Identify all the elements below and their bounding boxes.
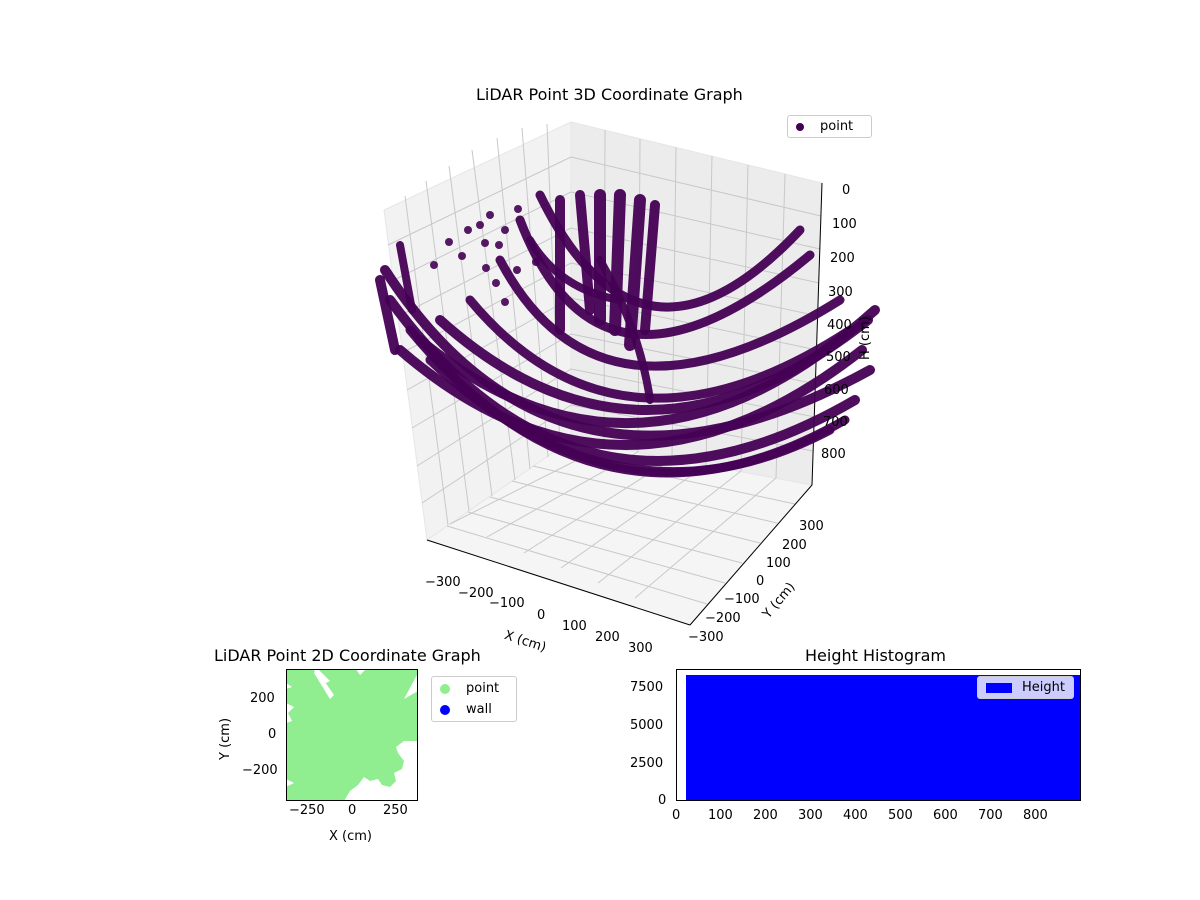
x-tick-label: 700 [978, 808, 1003, 823]
plot2d-legend: point wall [431, 676, 517, 722]
z-tick-label: 700 [823, 415, 848, 430]
x-tick-label: −200 [458, 586, 494, 601]
wall-marker-icon [440, 704, 450, 715]
plot3d-axes[interactable] [0, 0, 1200, 660]
legend-item-point: point [432, 678, 516, 699]
point-marker-icon [796, 122, 804, 131]
x-tick-label: −250 [289, 803, 325, 818]
y-tick-label: 0 [268, 727, 277, 742]
point-cloud-3d [375, 189, 880, 478]
z-tick-label: 600 [824, 383, 849, 398]
x-tick-label: 800 [1023, 808, 1048, 823]
y-tick-label: −200 [242, 763, 278, 778]
plot2d-title: LiDAR Point 2D Coordinate Graph [214, 646, 481, 665]
x-tick-label: 100 [562, 619, 587, 634]
x-tick-label: 200 [753, 808, 778, 823]
z-tick-label: 100 [832, 217, 857, 232]
y-axis-line [689, 484, 813, 626]
point-region-2d [286, 669, 418, 801]
x-tick-label: 600 [933, 808, 958, 823]
y-tick-label: 5000 [630, 718, 664, 733]
histogram-legend: Height [977, 676, 1074, 699]
z-axis-label: H (cm) [858, 316, 873, 360]
y-tick-label: 200 [782, 538, 807, 553]
y-axis-label: Y (cm) [218, 717, 233, 760]
y-tick-label: 0 [658, 793, 667, 808]
x-tick-label: 0 [537, 608, 546, 623]
histogram-axes[interactable] [676, 669, 1082, 803]
y-tick-label: −300 [688, 630, 724, 645]
legend-label: Height [1022, 680, 1065, 695]
x-tick-label: 100 [708, 808, 733, 823]
y-tick-label: 300 [799, 519, 824, 534]
x-tick-label: −300 [425, 575, 461, 590]
x-tick-label: 400 [843, 808, 868, 823]
legend-label: point [820, 119, 854, 134]
y-tick-label: 100 [766, 556, 791, 571]
y-tick-label: 2500 [630, 756, 664, 771]
point-marker-icon [440, 683, 450, 694]
x-tick-label: 500 [888, 808, 913, 823]
legend-item-point: point [788, 116, 871, 137]
plot3d-title: LiDAR Point 3D Coordinate Graph [476, 85, 743, 104]
x-tick-label: 300 [798, 808, 823, 823]
x-tick-label: 0 [348, 803, 357, 818]
y-tick-label: 200 [250, 691, 275, 706]
plot3d-legend: point [787, 115, 872, 138]
legend-item-wall: wall [432, 699, 516, 720]
x-tick-label: 200 [595, 630, 620, 645]
z-tick-label: 200 [830, 251, 855, 266]
z-tick-label: 400 [827, 318, 852, 333]
x-tick-label: −100 [489, 596, 525, 611]
y-tick-label: 0 [756, 574, 765, 589]
height-patch-icon [986, 682, 1013, 693]
plot2d-axes[interactable] [286, 669, 419, 802]
x-axis-line [426, 539, 691, 626]
z-tick-label: 0 [842, 183, 851, 198]
y-tick-label: 7500 [630, 680, 664, 695]
gap-2d [314, 669, 334, 699]
legend-item-height: Height [978, 677, 1073, 698]
legend-label: point [466, 681, 500, 696]
y-tick-label: −100 [724, 592, 760, 607]
x-tick-label: 300 [628, 641, 653, 656]
x-tick-label: 0 [672, 808, 681, 823]
z-tick-label: 300 [828, 285, 853, 300]
x-tick-label: 250 [383, 803, 408, 818]
scattered-points-3d [430, 205, 540, 306]
x-axis-label: X (cm) [329, 829, 372, 844]
y-tick-label: −200 [705, 611, 741, 626]
z-tick-label: 800 [821, 447, 846, 462]
legend-label: wall [466, 702, 492, 717]
z-tick-label: 500 [826, 350, 851, 365]
histogram-title: Height Histogram [805, 646, 946, 665]
